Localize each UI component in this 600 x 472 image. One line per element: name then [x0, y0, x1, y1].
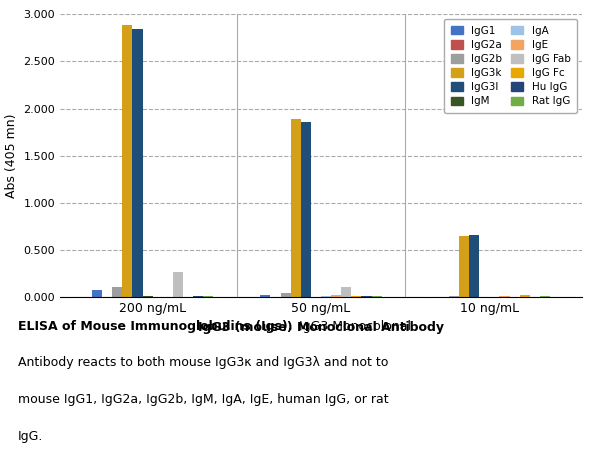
Bar [203, 295, 213, 297]
Bar [122, 25, 133, 297]
Bar [429, 296, 439, 297]
Bar [540, 295, 550, 297]
Legend: IgG1, IgG2a, IgG2b, IgG3k, IgG3l, IgM, IgA, IgE, IgG Fab, IgG Fc, Hu IgG, Rat Ig: IgG1, IgG2a, IgG2b, IgG3k, IgG3l, IgM, I… [445, 19, 577, 113]
Bar [509, 296, 520, 297]
Bar [459, 236, 469, 297]
Bar [371, 295, 382, 297]
Bar [173, 272, 183, 297]
Text: Antibody reacts to both mouse IgG3κ and IgG3λ and not to: Antibody reacts to both mouse IgG3κ and … [18, 356, 388, 370]
Text: IgG.: IgG. [18, 430, 43, 443]
Bar [352, 296, 361, 297]
Bar [143, 296, 152, 297]
Bar [361, 295, 371, 297]
Bar [152, 296, 163, 297]
Bar [341, 287, 352, 297]
Text: mouse IgG1, IgG2a, IgG2b, IgM, IgA, IgE, human IgG, or rat: mouse IgG1, IgG2a, IgG2b, IgM, IgA, IgE,… [18, 393, 388, 406]
Bar [183, 296, 193, 297]
Bar [290, 119, 301, 297]
Bar [281, 293, 290, 297]
X-axis label: IgG3 (mouse) Monoclonal Antibody: IgG3 (mouse) Monoclonal Antibody [198, 321, 444, 334]
Bar [112, 287, 122, 297]
Bar [193, 295, 203, 297]
Bar [133, 29, 143, 297]
Bar [331, 295, 341, 297]
Bar [469, 235, 479, 297]
Y-axis label: Abs (405 mn): Abs (405 mn) [5, 113, 18, 198]
Bar [499, 296, 509, 297]
Bar [301, 122, 311, 297]
Bar [311, 296, 321, 297]
Bar [260, 295, 271, 297]
Bar [163, 296, 173, 297]
Text: ELISA of Mouse Immunoglobulins (Igs).: ELISA of Mouse Immunoglobulins (Igs). [18, 320, 292, 333]
Bar [321, 296, 331, 297]
Bar [92, 290, 102, 297]
Text: IgG3 Monocolonal: IgG3 Monocolonal [295, 320, 411, 333]
Bar [449, 296, 459, 297]
Bar [520, 295, 530, 297]
